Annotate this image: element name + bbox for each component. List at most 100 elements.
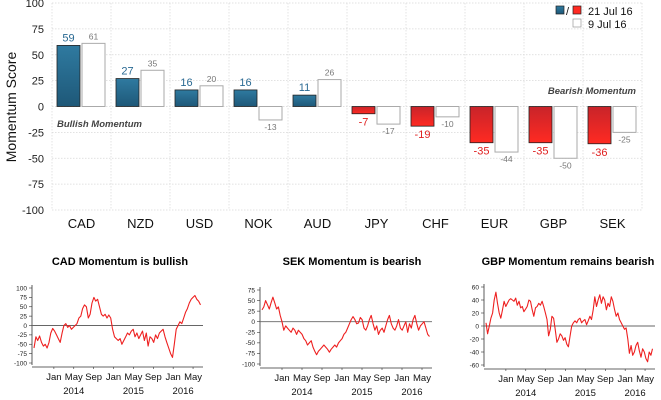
mini-x-year-label: 2014 [63,386,84,397]
data-label-current: -36 [592,147,608,159]
mini-y-tick-label: 75 [20,295,28,302]
mini-series-line-sek [261,296,430,356]
mini-x-tick-label: Sep [145,372,162,383]
mini-x-year-label: 2016 [173,386,194,397]
mini-x-tick-label: Jan [394,373,409,384]
bar-current-gbp [528,106,553,144]
main-bar-chart: 100 75 50 25 0 -25 -50 -75 -100 Momentum Score 5… [3,0,643,231]
mini-x-year-label: 2016 [625,388,646,399]
mini-y-tick-label: -20 [470,336,480,343]
y-tick-label: -50 [28,153,44,165]
x-tick-label-nok: NOK [244,216,273,231]
data-label-prior: -25 [618,134,631,144]
legend-label-current: 21 Jul 16 [588,6,633,18]
mini-x-tick-label: Jan [106,372,121,383]
data-label-current: 16 [180,77,192,89]
legend-bearish-swatch [572,5,582,15]
y-tick-label: -75 [28,179,44,191]
data-label-prior: 35 [148,58,158,68]
mini-x-tick-label: Jan [46,372,61,383]
data-label-prior: -17 [382,126,395,136]
mini-series-line-gbp [485,291,654,363]
x-tick-label-nzd: NZD [127,216,154,231]
bar-prior-aud [317,79,342,107]
main-grid [51,2,643,211]
x-tick-label-cad: CAD [68,216,95,231]
legend-separator: / [566,6,570,18]
bar-prior-usd [199,85,224,108]
x-tick-label-chf: CHF [422,216,449,231]
mini-x-tick-label: May [184,372,202,383]
mini-y-tick-label: 0 [475,323,479,330]
mini-x-tick-label: May [65,372,83,383]
mini-title-sek: SEK Momentum is bearish [283,256,422,268]
mini-y-tick-label: -60 [470,362,480,369]
mini-y-tick-label: -75 [18,351,28,358]
bar-current-nzd [115,78,140,107]
mini-x-year-label: 2015 [575,388,596,399]
x-tick-label-aud: AUD [304,216,331,231]
y-tick-label: 100 [26,0,44,10]
data-label-current: -35 [533,146,549,158]
mini-x-year-label: 2015 [351,387,372,398]
bar-current-chf [410,106,435,127]
mini-y-tick-label: 100 [16,285,27,292]
y-tick-label: -25 [28,127,44,139]
y-tick-label: -100 [22,205,44,217]
bearish-annotation: Bearish Momentum [548,86,637,97]
mini-y-tick-label: -25 [246,330,256,337]
legend-bullish-swatch [555,5,565,15]
mini-y-tick-label: -25 [18,332,28,339]
mini-x-year-label: 2014 [515,388,536,399]
mini-x-tick-label: Jan [274,373,289,384]
x-tick-label-sek: SEK [599,216,625,231]
x-tick-label-jpy: JPY [365,216,389,231]
y-tick-label: 75 [32,24,44,36]
mini-x-tick-label: Jan [334,373,349,384]
mini-x-tick-label: May [636,374,654,385]
mini-x-tick-label: May [413,373,431,384]
bar-prior-jpy [376,106,401,125]
mini-y-tick-label: 75 [248,287,256,294]
mini-title-cad: CAD Momentum is bullish [52,256,189,268]
data-label-current: 27 [121,66,133,78]
mini-x-tick-label: Sep [597,374,614,385]
bullish-annotation: Bullish Momentum [57,119,143,130]
mini-x-tick-label: Jan [498,374,513,385]
bar-current-cad [56,45,81,107]
mini-y-tick-label: 60 [472,284,480,291]
main-y-axis: 100 75 50 25 0 -25 -50 -75 -100 [22,0,44,217]
mini-x-tick-label: May [576,374,594,385]
main-bars: 59 61 27 35 16 20 16 -13 11 26 -7 -17 -19 -10 -35 -44 -3… [56,31,637,170]
mini-y-tick-label: -40 [470,349,480,356]
x-tick-label-gbp: GBP [540,216,567,231]
mini-x-year-label: 2016 [401,387,422,398]
bar-prior-sek [612,106,637,133]
mini-y-tick-label: 20 [472,310,480,317]
mini-x-tick-label: Sep [85,372,102,383]
y-tick-label: 50 [32,50,44,62]
mini-y-tick-label: -75 [246,351,256,358]
mini-y-tick-label: 0 [23,323,27,330]
mini-series-line-cad [33,294,201,358]
x-tick-label-usd: USD [186,216,213,231]
bar-current-jpy [351,106,376,115]
mini-x-tick-label: Jan [558,374,573,385]
mini-x-tick-label: Sep [374,373,391,384]
mini-y-tick-label: 50 [20,304,28,311]
mini-chart-cad: CAD Momentum is bullish 100 75 50 25 0 -25 -50… [14,256,203,397]
data-label-current: 59 [62,32,74,44]
bar-current-usd [174,89,199,107]
y-tick-label: 25 [32,76,44,88]
data-label-prior: 26 [325,68,335,78]
data-label-current: 11 [299,82,310,94]
data-label-current: 16 [239,77,251,89]
bar-current-sek [587,106,612,145]
mini-y-tick-label: 25 [20,313,28,320]
bar-prior-cad [81,42,106,107]
mini-title-gbp: GBP Momentum remains bearish [482,256,655,268]
mini-y-tick-label: 40 [472,297,480,304]
